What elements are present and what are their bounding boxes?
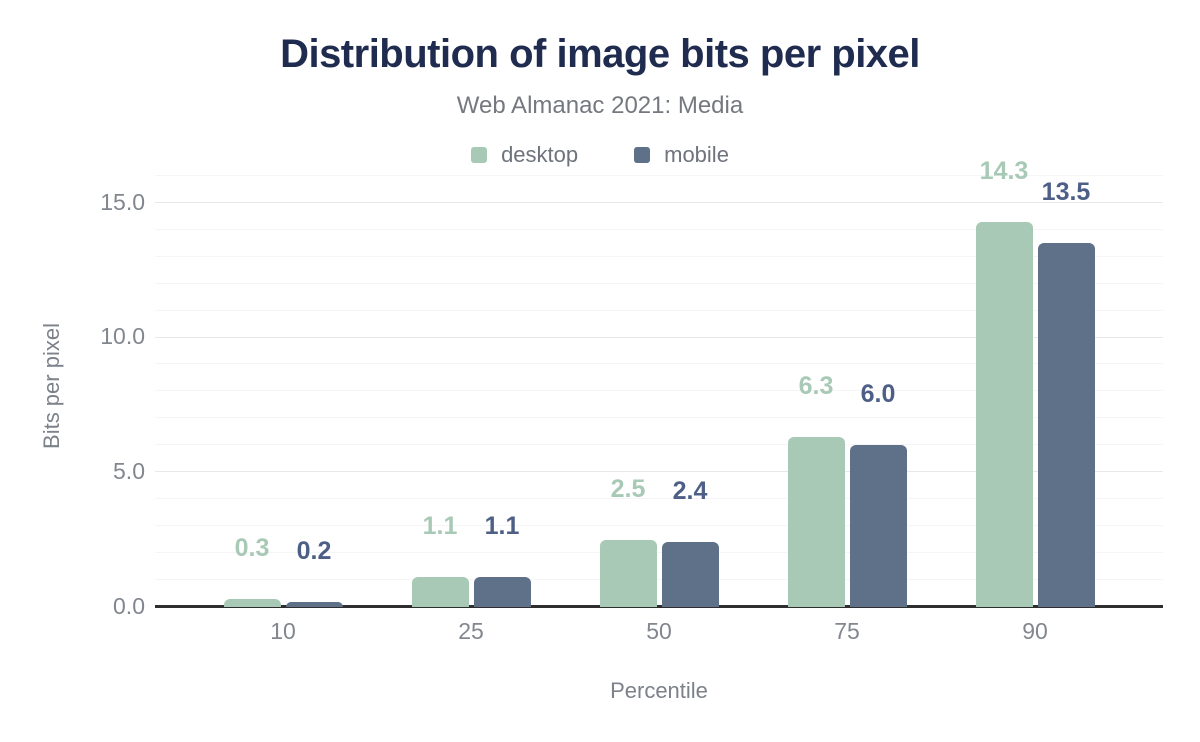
x-axis-line	[155, 605, 1163, 608]
bar-value-label-mobile-p75: 6.0	[860, 380, 896, 409]
chart-title: Distribution of image bits per pixel	[280, 32, 920, 76]
bar-desktop-p50[interactable]	[599, 539, 657, 607]
minor-grid-line	[155, 444, 1163, 446]
bar-value-label-mobile-p10: 0.2	[296, 536, 332, 565]
bar-value-label-desktop-p90: 14.3	[979, 156, 1029, 185]
bar-desktop-p25[interactable]	[411, 577, 469, 607]
major-grid-line	[155, 201, 1163, 203]
legend-item-desktop[interactable]: desktop	[471, 142, 578, 168]
bar-desktop-p90[interactable]	[975, 221, 1033, 607]
minor-grid-line	[155, 363, 1163, 365]
y-tick-label: 5.0	[113, 458, 145, 485]
legend: desktop mobile	[0, 142, 1200, 168]
bar-value-label-mobile-p25: 1.1	[484, 512, 520, 541]
y-tick-label: 10.0	[100, 323, 145, 350]
legend-swatch-icon	[471, 147, 488, 163]
bar-value-label-desktop-p75: 6.3	[798, 372, 834, 401]
x-tick-label: 10	[270, 618, 296, 644]
bar-desktop-p10[interactable]	[223, 598, 281, 607]
minor-grid-line	[155, 579, 1163, 581]
minor-grid-line	[155, 498, 1163, 500]
bar-value-label-desktop-p25: 1.1	[422, 512, 458, 541]
bar-mobile-p50[interactable]	[661, 542, 719, 607]
legend-label: desktop	[501, 142, 579, 167]
bar-mobile-p75[interactable]	[849, 445, 907, 607]
minor-grid-line	[155, 255, 1163, 257]
bar-desktop-p75[interactable]	[787, 437, 845, 607]
bar-value-label-mobile-p90: 13.5	[1041, 178, 1091, 207]
x-tick-label: 75	[834, 618, 860, 644]
minor-grid-line	[155, 282, 1163, 284]
legend-swatch-icon	[634, 147, 651, 163]
minor-grid-line	[155, 417, 1163, 419]
bar-value-label-mobile-p50: 2.4	[672, 477, 708, 506]
major-grid-line	[155, 336, 1163, 338]
bar-mobile-p90[interactable]	[1037, 243, 1095, 607]
legend-item-mobile[interactable]: mobile	[634, 142, 729, 168]
y-tick-label: 15.0	[100, 188, 145, 215]
y-tick-label: 0.0	[113, 593, 145, 619]
major-grid-line	[155, 471, 1163, 473]
bar-value-label-desktop-p10: 0.3	[234, 533, 270, 562]
bar-mobile-p25[interactable]	[473, 577, 531, 607]
minor-grid-line	[155, 228, 1163, 230]
minor-grid-line	[155, 525, 1163, 527]
x-tick-label: 90	[1022, 618, 1048, 644]
legend-label: mobile	[664, 142, 729, 167]
plot-area: 0.3 0.2 1.1 1.1 2.5 2.4 6.3 6.0 14.3 13.5	[155, 157, 1163, 608]
bar-mobile-p10[interactable]	[285, 601, 343, 607]
x-axis-title: Percentile	[610, 678, 708, 703]
x-tick-label: 50	[646, 618, 672, 644]
minor-grid-line	[155, 309, 1163, 311]
minor-grid-line	[155, 552, 1163, 554]
chart-subtitle: Web Almanac 2021: Media	[456, 92, 744, 119]
minor-grid-line	[155, 390, 1163, 392]
bar-value-label-desktop-p50: 2.5	[610, 474, 646, 503]
minor-grid-line	[155, 174, 1163, 176]
x-tick-label: 25	[458, 618, 484, 644]
